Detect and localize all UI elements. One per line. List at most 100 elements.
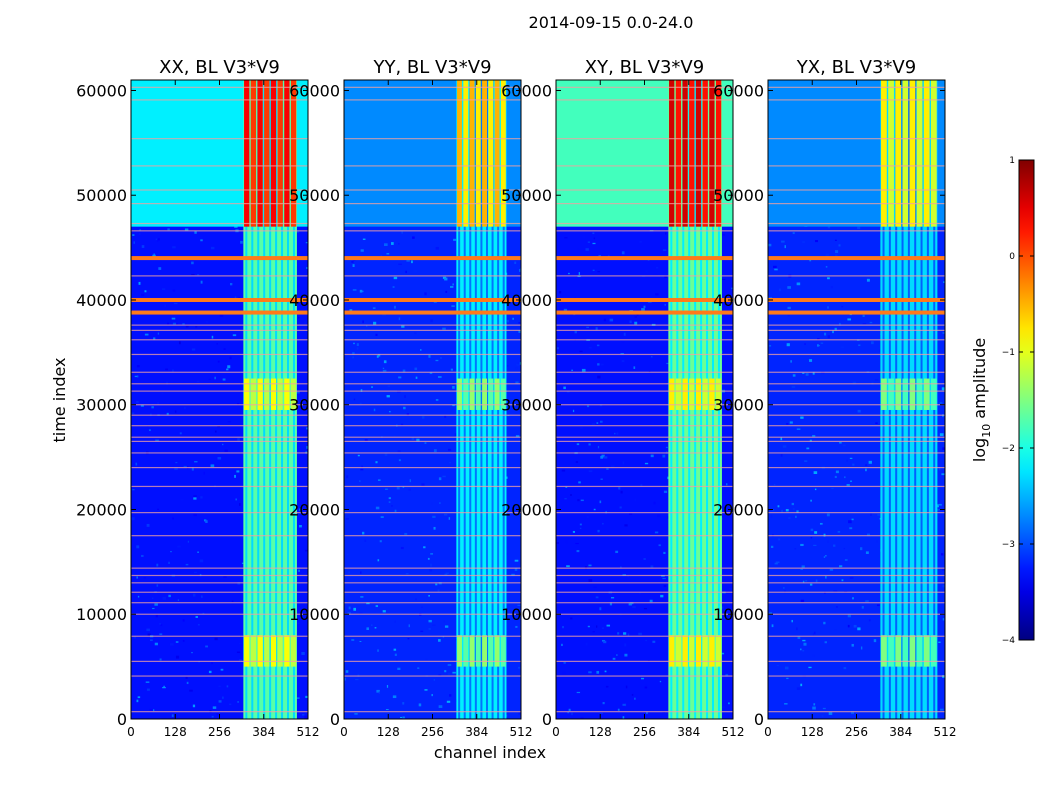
noise-cell (389, 411, 391, 413)
x-tick-label: 128 (801, 725, 824, 739)
noise-cell (430, 319, 433, 323)
noise-cell (195, 616, 198, 618)
noise-cell (194, 231, 197, 234)
noise-cell (844, 559, 848, 561)
noise-cell (175, 303, 179, 306)
noise-cell (600, 455, 604, 459)
noise-cell (375, 461, 378, 464)
noise-cell (445, 290, 448, 293)
rfi-row (768, 275, 945, 277)
rfi-row (556, 440, 733, 443)
noise-cell (942, 447, 945, 451)
noise-cell (731, 287, 733, 290)
noise-cell (623, 332, 626, 336)
panel-title: YX, BL V3*V9 (796, 57, 916, 78)
noise-cell (643, 607, 648, 610)
noise-cell (177, 599, 179, 601)
noise-cell (942, 585, 945, 588)
noise-cell (400, 716, 403, 718)
noise-cell (371, 386, 373, 388)
noise-cell (796, 428, 801, 430)
noise-cell (352, 356, 355, 359)
noise-cell (428, 619, 432, 623)
noise-cell (847, 318, 852, 321)
noise-cell (397, 450, 401, 453)
noise-cell (240, 240, 243, 244)
noise-cell (193, 495, 197, 497)
noise-cell (155, 614, 158, 618)
noise-cell (588, 347, 592, 349)
noise-cell (809, 359, 813, 362)
noise-cell (185, 676, 188, 679)
rfi-row (131, 371, 308, 373)
noise-cell (786, 677, 789, 680)
noise-cell (172, 322, 177, 325)
noise-cell (849, 457, 853, 459)
noise-cell (152, 607, 155, 610)
active-block (682, 378, 688, 410)
noise-cell (146, 425, 149, 428)
noise-cell (425, 658, 428, 661)
noise-cell (792, 507, 795, 511)
noise-cell (414, 332, 417, 335)
noise-cell (163, 685, 165, 687)
rfi-row (556, 371, 733, 373)
active-block (463, 378, 469, 410)
noise-cell (451, 305, 455, 307)
noise-cell (298, 508, 302, 511)
noise-cell (800, 648, 802, 651)
noise-cell (428, 354, 431, 358)
noise-cell (298, 569, 300, 572)
rfi-row (768, 582, 945, 584)
rfi-row (344, 574, 521, 577)
noise-cell (815, 579, 818, 583)
active-block (284, 635, 290, 667)
noise-cell (366, 602, 370, 605)
noise-cell (627, 575, 629, 578)
noise-cell (800, 416, 804, 419)
noise-cell (783, 587, 785, 589)
noise-cell (131, 412, 135, 414)
noise-cell (352, 352, 355, 355)
noise-cell (851, 643, 854, 647)
noise-cell (862, 314, 865, 317)
noise-cell (850, 480, 852, 482)
y-tick-label: 40000 (501, 291, 552, 310)
heatmap-panel: YY, BL V3*V9 0 128 256 384 512 0 10000 20000 3000… (289, 57, 532, 739)
noise-cell (936, 248, 941, 250)
active-block (923, 378, 930, 410)
noise-cell (157, 332, 160, 335)
rfi-row (556, 165, 733, 167)
noise-cell (645, 270, 648, 273)
active-block (270, 378, 277, 410)
noise-cell (658, 544, 661, 547)
noise-cell (651, 422, 655, 424)
noise-cell (624, 653, 628, 657)
noise-cell (620, 353, 624, 355)
noise-cell (223, 576, 227, 578)
noise-cell (620, 490, 623, 494)
noise-cell (362, 531, 365, 535)
noise-cell (596, 670, 600, 674)
x-tick-label: 0 (340, 725, 348, 739)
noise-cell (597, 445, 600, 449)
noise-cell (660, 594, 664, 598)
noise-cell (237, 438, 240, 441)
noise-cell (160, 624, 163, 627)
noise-cell (356, 343, 359, 347)
active-block (494, 80, 500, 227)
noise-cell (721, 278, 726, 280)
noise-cell (377, 354, 381, 357)
noise-cell (632, 605, 636, 609)
active-block (469, 80, 475, 227)
active-block (909, 80, 916, 227)
noise-cell (777, 538, 781, 541)
noise-cell (353, 398, 356, 401)
noise-cell (723, 617, 727, 619)
noise-cell (610, 597, 615, 599)
noise-cell (820, 342, 824, 344)
rfi-row (556, 203, 733, 205)
noise-cell (418, 703, 422, 707)
noise-cell (939, 433, 944, 436)
noise-cell (628, 603, 632, 606)
